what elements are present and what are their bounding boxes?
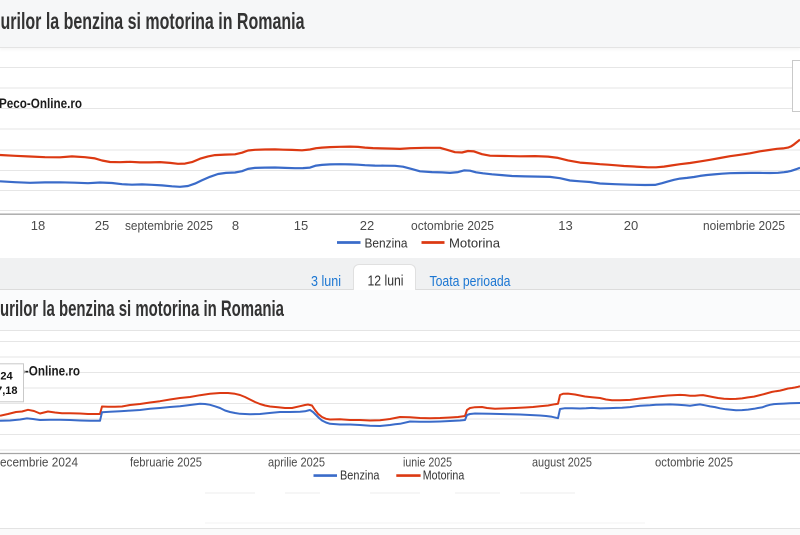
svg-text:20: 20 <box>624 218 638 233</box>
svg-text:ecembrie 2024: ecembrie 2024 <box>0 455 78 470</box>
svg-text:aprilie 2025: aprilie 2025 <box>268 455 325 470</box>
svg-text:Benzina: Benzina <box>340 469 380 483</box>
svg-text:urilor la benzina si motorina: urilor la benzina si motorina in Romania <box>1 8 306 34</box>
svg-text:Motorina: Motorina <box>423 469 465 483</box>
svg-text:septembrie 2025: septembrie 2025 <box>125 218 213 233</box>
svg-text:25: 25 <box>95 218 109 233</box>
svg-text:Motorina: Motorina <box>449 237 500 251</box>
svg-text:urilor la benzina si motorina: urilor la benzina si motorina in Romania <box>0 296 284 321</box>
svg-text:octombrie 2025: octombrie 2025 <box>411 218 494 233</box>
svg-text:Peco-Online.ro: Peco-Online.ro <box>0 96 82 111</box>
svg-text:Benzina: Benzina <box>365 237 408 251</box>
svg-text:noiembrie 2025: noiembrie 2025 <box>703 218 785 233</box>
svg-text:iunie 2025: iunie 2025 <box>403 455 452 470</box>
svg-text:12 luni: 12 luni <box>368 273 404 290</box>
svg-text:22: 22 <box>360 218 374 233</box>
svg-text:24: 24 <box>0 371 13 383</box>
svg-text:18: 18 <box>31 218 45 233</box>
svg-text:3 luni: 3 luni <box>311 273 341 290</box>
svg-text:13: 13 <box>558 218 572 233</box>
svg-text:7,18: 7,18 <box>0 385 18 397</box>
svg-text:15: 15 <box>294 218 308 233</box>
svg-text:august 2025: august 2025 <box>532 455 592 470</box>
svg-text:octombrie 2025: octombrie 2025 <box>655 455 733 470</box>
svg-text:februarie 2025: februarie 2025 <box>130 455 202 470</box>
svg-text:8: 8 <box>232 218 239 233</box>
svg-text:Toata perioada: Toata perioada <box>430 273 512 290</box>
